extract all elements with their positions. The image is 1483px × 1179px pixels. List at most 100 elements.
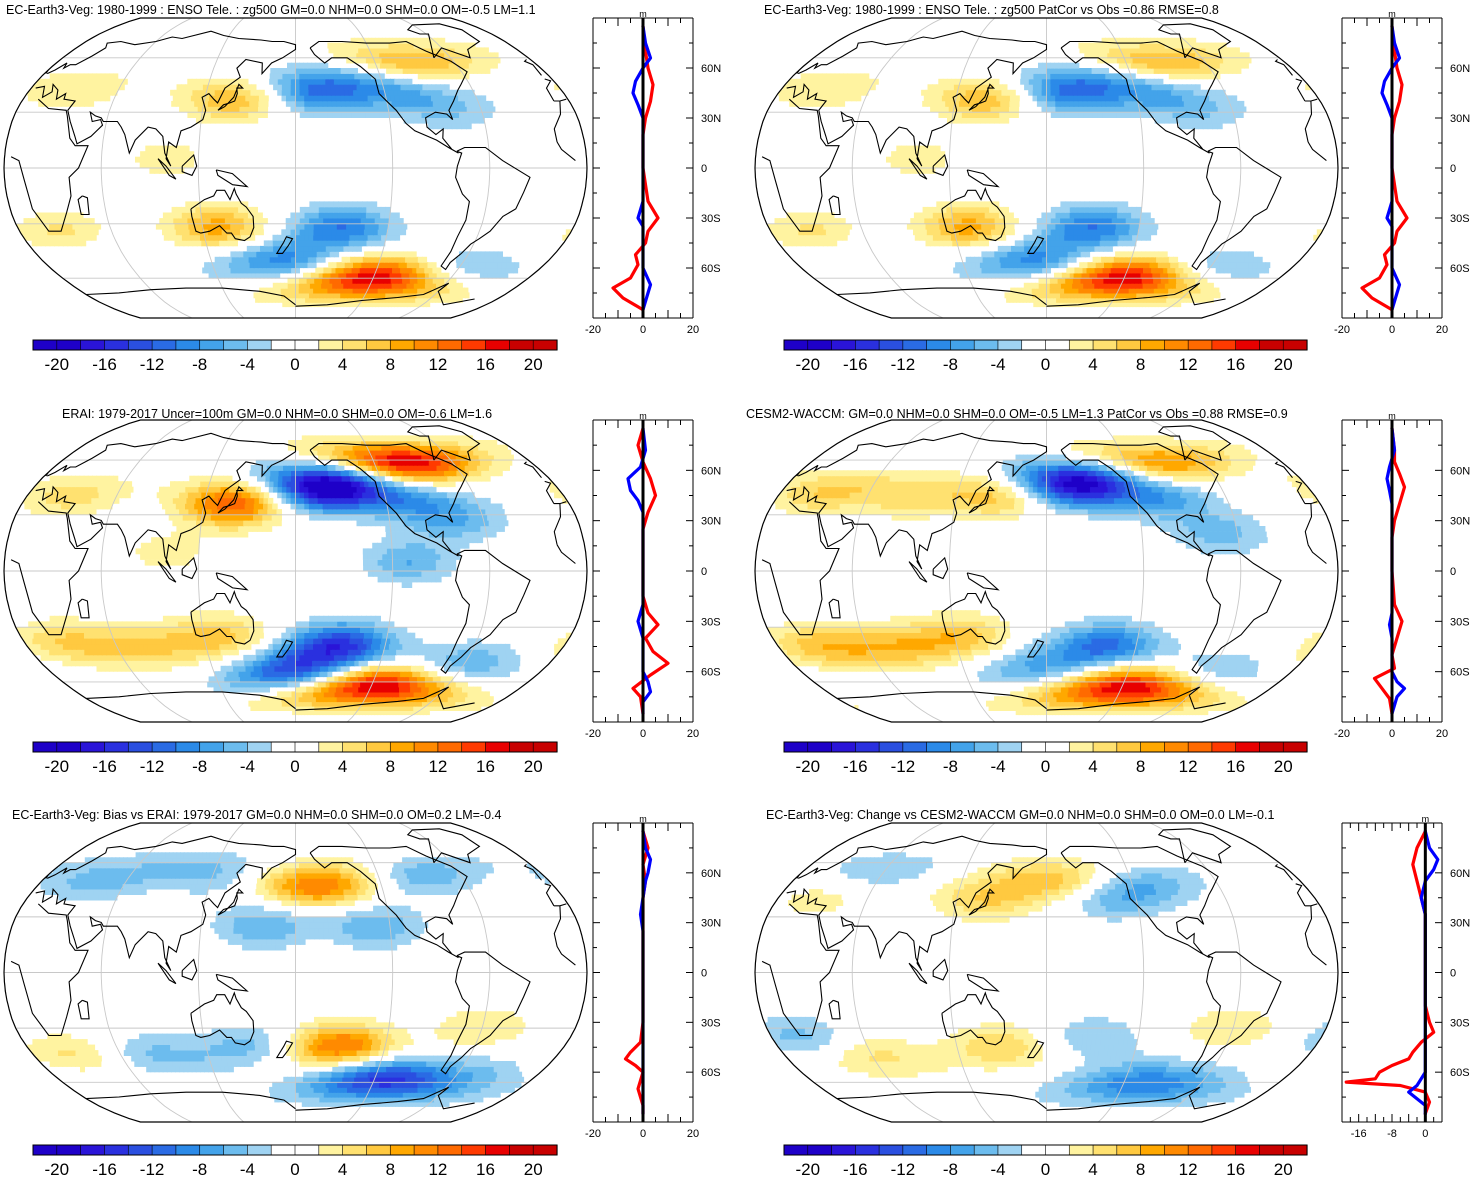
field-cell	[1028, 251, 1034, 258]
field-cell	[1004, 112, 1010, 118]
field-cell	[347, 201, 354, 208]
field-cell	[402, 68, 408, 74]
field-cell	[1158, 251, 1164, 258]
colorbar-bin	[1235, 339, 1261, 351]
field-cell	[399, 696, 404, 703]
field-cell	[1177, 95, 1183, 102]
field-cell	[1041, 84, 1047, 91]
field-cell	[1230, 117, 1236, 124]
field-cell	[341, 277, 346, 284]
field-cell	[299, 671, 304, 678]
field-cell	[1046, 68, 1052, 74]
colorbar-bin	[1211, 339, 1237, 351]
field-cell	[1098, 245, 1105, 252]
field-cell	[477, 660, 483, 667]
field-cell	[1105, 292, 1110, 299]
field-cell	[1079, 212, 1085, 219]
field-cell	[810, 212, 816, 219]
field-cell	[347, 292, 352, 299]
field-cell	[243, 78, 249, 85]
field-cell	[1204, 287, 1209, 294]
field-cell	[378, 301, 383, 308]
field-cell	[223, 256, 229, 263]
field-cell	[366, 42, 372, 49]
field-cell	[1125, 106, 1131, 113]
field-cell	[424, 654, 430, 661]
field-cell	[1146, 296, 1151, 303]
field-cell	[375, 277, 381, 284]
field-cell	[214, 256, 220, 263]
field-cell	[436, 62, 442, 69]
field-cell	[254, 686, 259, 693]
field-cell	[476, 95, 482, 102]
field-cell	[1214, 287, 1220, 294]
field-cell	[422, 301, 427, 308]
field-cell	[304, 100, 310, 107]
field-cell	[326, 95, 333, 102]
field-cell	[1163, 95, 1170, 102]
field-cell	[385, 654, 391, 661]
field-cell	[957, 267, 963, 274]
field-cell	[72, 223, 78, 230]
field-cell	[214, 267, 220, 274]
field-cell	[1103, 42, 1109, 49]
field-cell	[307, 660, 313, 667]
field-cell	[1068, 240, 1074, 247]
field-cell	[839, 84, 845, 91]
field-cell	[287, 671, 292, 678]
field-cell	[994, 112, 1001, 118]
field-cell	[1042, 287, 1047, 294]
field-cell	[238, 267, 244, 274]
field-cell	[1181, 73, 1187, 80]
field-cell	[396, 229, 402, 236]
field-cell	[295, 705, 300, 711]
field-cell	[402, 47, 408, 54]
field-cell	[1195, 52, 1200, 59]
field-cell	[122, 78, 128, 85]
field-cell	[1160, 100, 1167, 107]
field-cell	[1207, 62, 1213, 69]
field-cell	[789, 100, 795, 107]
field-cell	[424, 267, 430, 274]
field-cell	[1191, 112, 1197, 118]
field-cell	[327, 671, 333, 678]
field-cell	[1050, 62, 1055, 69]
field-cell	[485, 665, 491, 672]
field-cell	[472, 57, 477, 64]
field-cell	[910, 218, 916, 224]
field-cell	[1126, 256, 1132, 263]
field-cell	[406, 686, 411, 693]
field-cell	[336, 262, 342, 269]
field-cell	[1046, 62, 1051, 69]
field-cell	[1101, 229, 1107, 236]
field-cell	[1223, 62, 1229, 69]
field-cell	[1176, 52, 1181, 59]
field-cell	[299, 206, 306, 213]
field-cell	[1186, 296, 1191, 303]
field-cell	[437, 654, 443, 661]
field-cell	[183, 654, 189, 661]
field-cell	[1153, 277, 1158, 284]
field-cell	[930, 240, 936, 247]
field-cell	[929, 218, 935, 224]
field-cell	[818, 240, 824, 247]
field-cell	[423, 696, 428, 703]
field-cell	[295, 262, 301, 269]
field-cell	[1064, 223, 1071, 230]
field-cell	[331, 234, 337, 241]
field-cell	[1114, 287, 1119, 294]
field-cell	[1227, 95, 1233, 102]
field-cell	[960, 95, 966, 102]
field-cell	[477, 112, 484, 118]
field-cell	[963, 272, 969, 279]
field-cell	[1110, 267, 1116, 274]
field-cell	[441, 117, 447, 124]
field-cell	[244, 256, 250, 263]
field-cell	[1055, 100, 1061, 107]
field-cell	[391, 47, 397, 54]
field-cell	[373, 282, 378, 289]
field-cell	[982, 95, 989, 102]
field-cell	[369, 676, 375, 683]
field-cell	[1172, 296, 1178, 303]
field-cell	[493, 251, 499, 258]
